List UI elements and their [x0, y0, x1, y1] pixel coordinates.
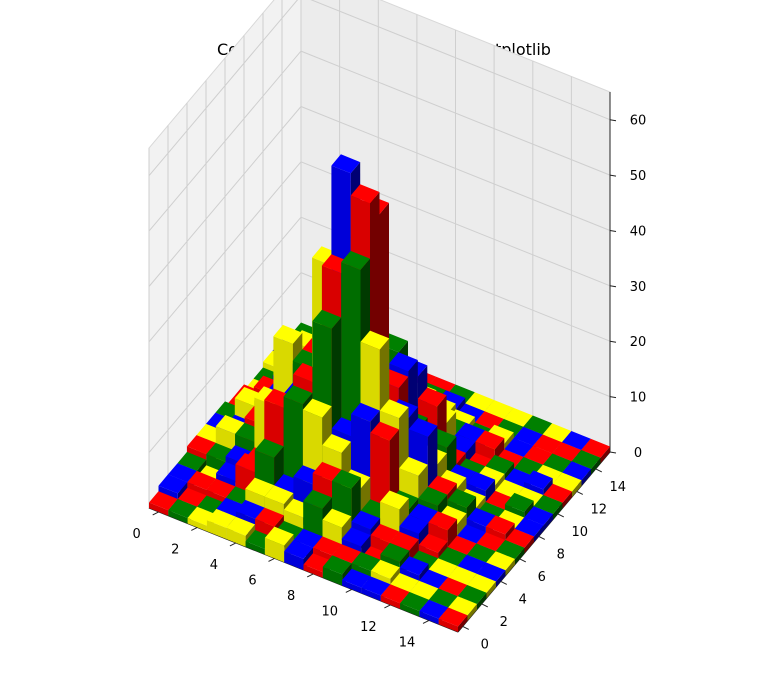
- grid-line-z-right: [310, 0, 611, 121]
- x-tick-label: 12: [360, 620, 377, 635]
- grid-line-z-left: [148, 50, 302, 232]
- x-tick-mark: [306, 573, 314, 578]
- x-tick-mark: [345, 588, 353, 593]
- z-tick-label: 20: [630, 335, 647, 350]
- x-tick-label: 0: [133, 527, 141, 542]
- z-tick-mark: [609, 285, 617, 288]
- y-tick-label: 8: [557, 547, 565, 562]
- x-tick-label: 8: [287, 589, 295, 604]
- z-tick-label: 10: [630, 391, 647, 406]
- z-tick-label: 0: [634, 446, 642, 461]
- y-tick-label: 0: [481, 637, 489, 652]
- z-tick-label: 40: [630, 225, 647, 240]
- z-tick-mark: [609, 451, 617, 454]
- z-tick-label: 50: [630, 169, 647, 184]
- y-tick-label: 2: [500, 615, 508, 630]
- y-tick-label: 10: [572, 525, 589, 540]
- y-tick-mark: [538, 535, 546, 540]
- bar-12-5: [428, 511, 458, 553]
- y-tick-mark: [519, 558, 527, 563]
- y-tick-label: 14: [610, 480, 627, 495]
- y-tick-mark: [500, 580, 508, 585]
- x-tick-label: 14: [399, 635, 416, 650]
- y-tick-mark: [557, 513, 565, 518]
- grid-line-z-right: [300, 106, 611, 231]
- grid-line-z-left: [148, 106, 302, 287]
- y-tick-mark: [595, 468, 603, 473]
- x-tick-label: 10: [322, 604, 339, 619]
- x-tick-mark: [384, 604, 391, 609]
- z-tick-mark: [609, 119, 617, 122]
- y-tick-label: 6: [538, 570, 546, 585]
- z-tick-label: 60: [630, 114, 647, 129]
- bars: [149, 154, 610, 632]
- z-tick-mark: [609, 396, 617, 399]
- x-tick-mark: [152, 511, 159, 516]
- z-tick-label: 30: [630, 280, 647, 295]
- x-tick-mark: [229, 542, 237, 547]
- z-tick-mark: [609, 230, 617, 232]
- y-tick-mark: [462, 625, 470, 630]
- x-tick-label: 6: [248, 573, 256, 588]
- y-tick-label: 12: [591, 502, 608, 517]
- x-tick-mark: [268, 557, 275, 562]
- grid-line-z-left: [148, 216, 302, 398]
- grid-line-z-right: [300, 50, 611, 176]
- z-tick-mark: [609, 174, 617, 177]
- x-tick-mark: [191, 526, 198, 531]
- y-tick-label: 4: [519, 592, 527, 607]
- x-tick-mark: [422, 619, 430, 624]
- bar-15-0: [438, 607, 468, 632]
- grid-line-z-left: [148, 0, 299, 177]
- x-tick-label: 4: [210, 558, 218, 573]
- grid-line-z-left: [148, 272, 302, 453]
- y-tick-mark: [576, 490, 584, 495]
- z-tick-mark: [609, 340, 617, 343]
- x-tick-label: 2: [171, 542, 179, 557]
- grid-line-z-left: [148, 161, 302, 343]
- y-tick-mark: [481, 603, 489, 608]
